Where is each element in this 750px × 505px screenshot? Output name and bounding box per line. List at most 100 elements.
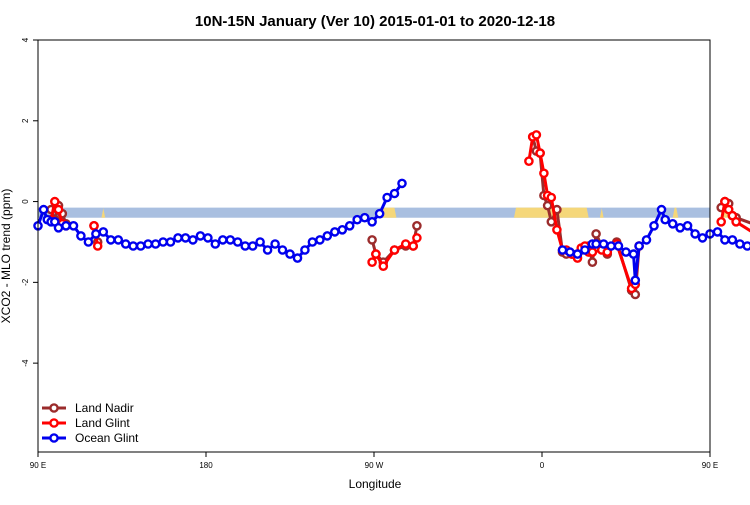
data-point bbox=[736, 240, 743, 247]
data-point bbox=[137, 242, 144, 249]
data-point bbox=[692, 230, 699, 237]
data-point bbox=[85, 238, 92, 245]
data-point bbox=[566, 249, 573, 256]
x-axis-label: Longitude bbox=[349, 477, 402, 491]
y-tick-label: -4 bbox=[21, 359, 30, 367]
data-point bbox=[279, 246, 286, 253]
x-tick-label: 0 bbox=[540, 461, 545, 470]
data-point bbox=[615, 242, 622, 249]
legend-label: Ocean Glint bbox=[75, 431, 139, 445]
y-tick-label: 2 bbox=[21, 118, 30, 123]
data-point bbox=[384, 194, 391, 201]
data-point bbox=[189, 236, 196, 243]
legend-item: Land Nadir bbox=[42, 401, 134, 415]
data-point bbox=[294, 255, 301, 262]
data-point bbox=[346, 222, 353, 229]
data-point bbox=[662, 216, 669, 223]
data-point bbox=[264, 246, 271, 253]
legend-swatch-marker bbox=[50, 404, 57, 411]
data-point bbox=[574, 251, 581, 258]
data-point bbox=[227, 236, 234, 243]
data-point bbox=[174, 234, 181, 241]
data-point bbox=[721, 236, 728, 243]
data-point bbox=[301, 246, 308, 253]
data-point bbox=[122, 240, 129, 247]
legend-item: Ocean Glint bbox=[42, 431, 139, 445]
data-point bbox=[234, 238, 241, 245]
y-axis-label: XCO2 - MLO trend (ppm) bbox=[0, 189, 13, 324]
data-point bbox=[242, 242, 249, 249]
data-point bbox=[402, 240, 409, 247]
data-point bbox=[90, 222, 97, 229]
series-ocean-glint bbox=[34, 180, 750, 284]
data-point bbox=[589, 259, 596, 266]
data-point bbox=[391, 190, 398, 197]
legend-label: Land Nadir bbox=[75, 401, 134, 415]
data-point bbox=[55, 224, 62, 231]
legend-label: Land Glint bbox=[75, 416, 130, 430]
data-point bbox=[677, 224, 684, 231]
data-point bbox=[540, 170, 547, 177]
data-point bbox=[51, 198, 58, 205]
data-point bbox=[410, 242, 417, 249]
data-point bbox=[369, 218, 376, 225]
x-tick-label: 90 E bbox=[30, 461, 46, 470]
reference-band-layer bbox=[38, 208, 710, 218]
data-point bbox=[608, 242, 615, 249]
x-tick-label: 90 W bbox=[365, 461, 384, 470]
data-point bbox=[589, 249, 596, 256]
data-point bbox=[650, 222, 657, 229]
data-point bbox=[372, 251, 379, 258]
data-point bbox=[331, 228, 338, 235]
data-point bbox=[316, 236, 323, 243]
data-point bbox=[684, 222, 691, 229]
data-point bbox=[369, 236, 376, 243]
y-tick-label: -2 bbox=[21, 278, 30, 286]
data-point bbox=[204, 234, 211, 241]
x-tick-label: 180 bbox=[199, 461, 213, 470]
data-point bbox=[380, 263, 387, 270]
y-tick-label: 4 bbox=[21, 37, 30, 42]
data-point bbox=[145, 240, 152, 247]
data-point bbox=[632, 277, 639, 284]
data-point bbox=[733, 218, 740, 225]
data-point bbox=[548, 194, 555, 201]
y-tick-label: 0 bbox=[21, 199, 30, 204]
data-point bbox=[324, 232, 331, 239]
x-tick-label: 90 E bbox=[702, 461, 718, 470]
data-point bbox=[559, 246, 566, 253]
data-point bbox=[55, 206, 62, 213]
data-point bbox=[669, 220, 676, 227]
series-line bbox=[38, 183, 402, 258]
data-point bbox=[62, 222, 69, 229]
data-point bbox=[212, 240, 219, 247]
data-point bbox=[70, 222, 77, 229]
data-point bbox=[544, 202, 551, 209]
data-point bbox=[600, 240, 607, 247]
data-point bbox=[130, 242, 137, 249]
data-point bbox=[376, 210, 383, 217]
reference-band bbox=[38, 208, 710, 218]
data-point bbox=[622, 249, 629, 256]
data-point bbox=[182, 234, 189, 241]
data-point bbox=[249, 242, 256, 249]
data-point bbox=[658, 206, 665, 213]
data-point bbox=[630, 251, 637, 258]
data-point bbox=[744, 242, 750, 249]
data-point bbox=[553, 226, 560, 233]
data-point bbox=[643, 236, 650, 243]
data-point bbox=[581, 246, 588, 253]
legend-swatch-marker bbox=[50, 419, 57, 426]
data-point bbox=[286, 251, 293, 258]
data-point bbox=[391, 246, 398, 253]
data-point bbox=[525, 158, 532, 165]
data-point bbox=[219, 236, 226, 243]
data-point bbox=[729, 236, 736, 243]
data-point bbox=[721, 198, 728, 205]
data-point bbox=[354, 216, 361, 223]
data-point bbox=[107, 236, 114, 243]
legend-item: Land Glint bbox=[42, 416, 130, 430]
data-point bbox=[152, 240, 159, 247]
chart-title: 10N-15N January (Ver 10) 2015-01-01 to 2… bbox=[195, 13, 555, 30]
data-point bbox=[339, 226, 346, 233]
